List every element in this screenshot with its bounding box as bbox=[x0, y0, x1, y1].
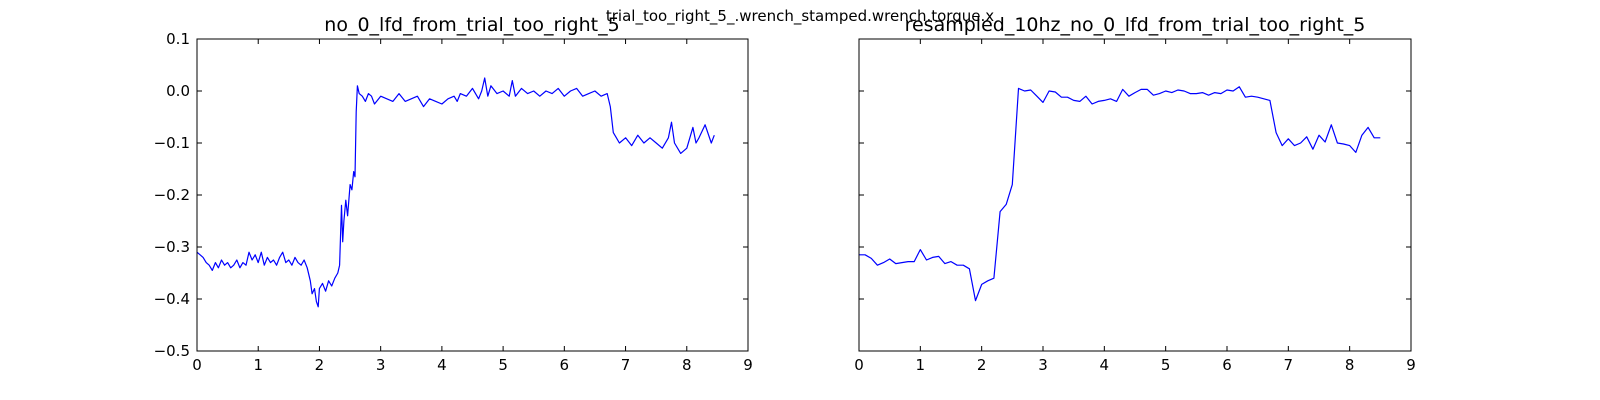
left-plot-x-tick-label: 3 bbox=[376, 356, 386, 374]
left-plot-y-tick-label: 0.0 bbox=[166, 82, 190, 100]
right-plot-x-tick-label: 8 bbox=[1345, 356, 1355, 374]
left-plot-y-tick-label: 0.1 bbox=[166, 30, 190, 48]
right-plot-frame bbox=[858, 38, 1412, 352]
left-plot-y-tick-label: −0.4 bbox=[154, 290, 190, 308]
left-plot-x-tick-label: 9 bbox=[743, 356, 753, 374]
left-plot-x-tick-label: 4 bbox=[437, 356, 447, 374]
right-plot-title: resampled_10hz_no_0_lfd_from_trial_too_r… bbox=[905, 14, 1366, 36]
left-plot-ticks bbox=[196, 38, 749, 352]
left-plot-y-tick-label: −0.5 bbox=[154, 342, 190, 360]
right-plot-x-tick-label: 1 bbox=[916, 356, 926, 374]
left-plot-series-line bbox=[196, 77, 715, 308]
left-plot-y-tick-label: −0.2 bbox=[154, 186, 190, 204]
right-plot-x-tick-label: 7 bbox=[1284, 356, 1294, 374]
right-plot-series-line bbox=[859, 86, 1381, 302]
right-plot-x-tick-label: 4 bbox=[1100, 356, 1110, 374]
right-plot-x-tick-label: 0 bbox=[854, 356, 864, 374]
left-plot-x-tick-label: 0 bbox=[192, 356, 202, 374]
right-plot-ticks bbox=[858, 38, 1412, 352]
left-plot-title: no_0_lfd_from_trial_too_right_5 bbox=[324, 14, 619, 36]
right-plot: resampled_10hz_no_0_lfd_from_trial_too_r… bbox=[854, 14, 1416, 374]
left-plot: no_0_lfd_from_trial_too_right_5 0 1 2 3 4 5 6 7… bbox=[154, 14, 753, 374]
right-plot-x-tick-label: 3 bbox=[1038, 356, 1048, 374]
left-plot-y-tick-label: −0.3 bbox=[154, 238, 190, 256]
right-plot-x-tick-label: 2 bbox=[977, 356, 987, 374]
left-plot-x-tick-label: 2 bbox=[315, 356, 325, 374]
left-plot-x-tick-label: 8 bbox=[682, 356, 692, 374]
left-plot-frame bbox=[196, 38, 749, 352]
right-plot-x-tick-label: 5 bbox=[1161, 356, 1171, 374]
right-plot-x-tick-label: 6 bbox=[1222, 356, 1232, 374]
figure-title: trial_too_right_5_.wrench_stamped.wrench… bbox=[606, 7, 994, 26]
left-plot-x-tick-label: 7 bbox=[621, 356, 631, 374]
right-plot-x-tick-label: 9 bbox=[1406, 356, 1416, 374]
left-plot-tick-labels: 0 1 2 3 4 5 6 7 8 9 0.1 0.0 −0.1 −0.2 −0.3 −0.4 −0.5 bbox=[154, 30, 753, 374]
left-plot-x-tick-label: 6 bbox=[560, 356, 570, 374]
left-plot-y-tick-label: −0.1 bbox=[154, 134, 190, 152]
left-plot-x-tick-label: 1 bbox=[253, 356, 263, 374]
right-plot-tick-labels: 0 1 2 3 4 5 6 7 8 9 bbox=[854, 356, 1416, 374]
left-plot-x-tick-label: 5 bbox=[498, 356, 508, 374]
